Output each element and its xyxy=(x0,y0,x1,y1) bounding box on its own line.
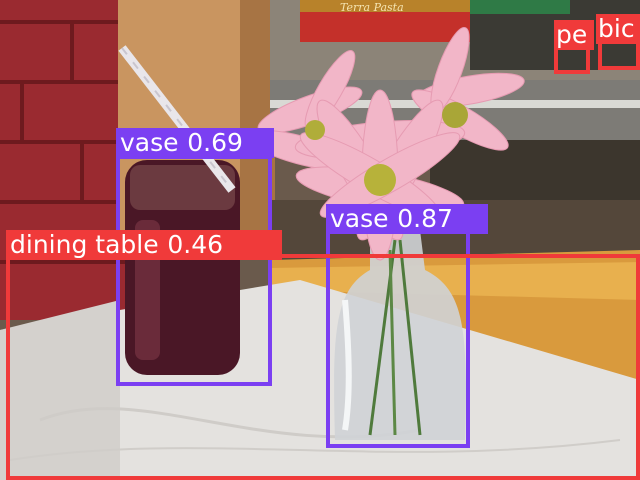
detection-label-vase-bottle: vase 0.87 xyxy=(326,204,488,234)
label-class: vase xyxy=(330,204,389,233)
label-score: 0.46 xyxy=(167,230,224,259)
label-score: 0.69 xyxy=(187,128,243,157)
detection-label-person: pe xyxy=(554,20,594,50)
label-class: bic xyxy=(598,14,635,43)
detection-label-bicycle: bic xyxy=(596,14,640,44)
label-class: dining table xyxy=(10,230,159,259)
detection-label-dining-table: dining table 0.46 xyxy=(6,230,282,260)
label-class: vase xyxy=(120,128,179,157)
detection-box-dining-table xyxy=(6,254,640,480)
label-class: pe xyxy=(556,20,588,49)
label-score: 0.87 xyxy=(397,204,453,233)
storefront-sign: Terra Pasta xyxy=(340,1,404,14)
detection-label-vase-jar: vase 0.69 xyxy=(116,128,274,158)
